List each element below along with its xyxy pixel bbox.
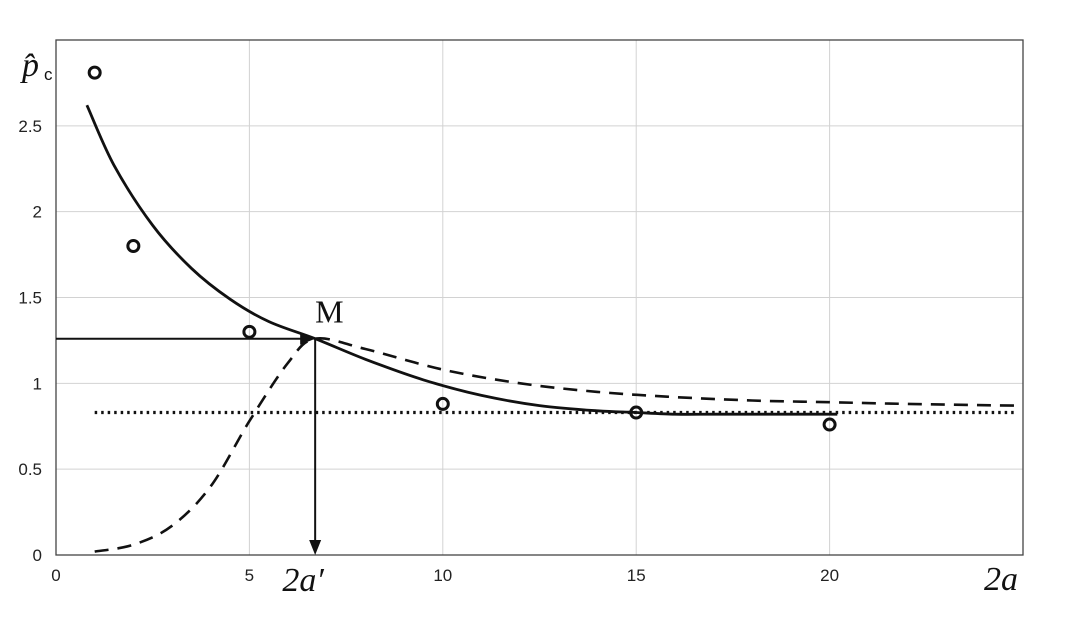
x-tick-label: 0: [51, 566, 60, 585]
solid-curve: [85, 104, 838, 416]
dashed-curve: [94, 336, 1016, 553]
vertical-arrow-head: [309, 540, 322, 555]
x-marker-label: 2a′: [282, 562, 324, 599]
y-tick-label: 1.5: [18, 289, 42, 308]
data-point-marker: [822, 417, 837, 432]
horizontal-arrow-head: [300, 332, 316, 345]
x-tick-label: 20: [820, 566, 839, 585]
annotation-layer: M 2a′: [56, 294, 344, 599]
plot-frame: [55, 39, 1024, 556]
grid: [55, 40, 1023, 556]
data-point-marker: [435, 396, 450, 411]
point-label-m: M: [315, 294, 343, 330]
data-point-marker: [126, 239, 141, 253]
y-tick-label: 2: [33, 203, 42, 222]
x-tick-label: 5: [245, 566, 254, 585]
x-axis-label: 2a: [984, 561, 1018, 598]
data-point-marker: [242, 324, 257, 339]
data-point-marker: [87, 65, 102, 80]
y-tick-label: 2.5: [18, 117, 42, 136]
y-tick-label: 0: [33, 546, 42, 565]
y-axis-label-subscript: c: [44, 65, 53, 84]
tick-labels: 0 5 10 15 20 0 0.5 1 1.5 2 2.5: [18, 117, 839, 585]
y-tick-label: 0.5: [18, 460, 42, 479]
y-tick-label: 1: [33, 374, 42, 393]
x-tick-label: 10: [433, 566, 452, 585]
x-tick-label: 15: [627, 566, 646, 585]
y-axis-label: p̂: [20, 47, 39, 84]
data-point-marker: [629, 405, 644, 420]
series-layer: [85, 65, 1016, 553]
